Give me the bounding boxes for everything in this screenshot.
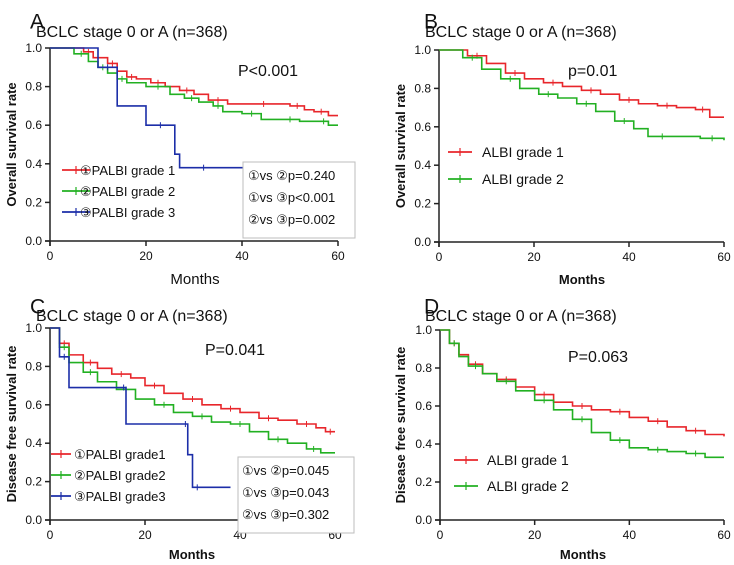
panel-letter: B — [424, 10, 438, 33]
x-tick-label: 60 — [717, 250, 731, 264]
x-tick-label: 20 — [139, 249, 153, 263]
y-tick-label: 0.8 — [25, 80, 42, 94]
comparison-label: ①vs ②p=0.240 — [248, 168, 335, 183]
x-axis-title: Months — [560, 547, 606, 562]
x-tick-label: 0 — [436, 250, 443, 264]
y-tick-label: 1.0 — [25, 321, 42, 335]
y-tick-label: 1.0 — [414, 43, 431, 57]
x-axis-title: Months — [559, 272, 605, 287]
y-tick-label: 0.8 — [414, 81, 431, 95]
y-tick-label: 1.0 — [415, 323, 432, 337]
comparison-box — [237, 456, 355, 534]
y-tick-label: 0.2 — [415, 475, 432, 489]
legend-label: ALBI grade 1 — [482, 144, 564, 160]
y-tick-label: 0.8 — [25, 359, 42, 373]
panel-letter: A — [30, 10, 44, 33]
legend-label: ①PALBI grade 1 — [80, 163, 175, 178]
survival-curve-1 — [50, 47, 338, 117]
y-tick-label: 0.4 — [25, 436, 42, 450]
survival-curve-2 — [50, 47, 338, 126]
x-tick-label: 40 — [235, 249, 249, 263]
y-tick-label: 1.0 — [25, 41, 42, 55]
panel-title: BCLC stage 0 or A (n=368) — [36, 24, 228, 41]
x-tick-label: 0 — [47, 528, 54, 542]
y-tick-label: 0.6 — [25, 118, 42, 132]
y-tick-label: 0.8 — [415, 361, 432, 375]
panel-title: BCLC stage 0 or A (n=368) — [425, 24, 617, 41]
p-value-annotation: p=0.01 — [568, 63, 617, 80]
x-axis-title: Months — [169, 547, 215, 562]
legend-label: ③PALBI grade3 — [74, 489, 166, 504]
y-tick-label: 0.6 — [25, 398, 42, 412]
survival-curve-2 — [50, 327, 335, 454]
y-axis-title: Overall survival rate — [393, 84, 408, 208]
legend-label: ②PALBI grade2 — [74, 468, 166, 483]
y-tick-label: 0.4 — [415, 437, 432, 451]
y-tick-label: 0.0 — [415, 513, 432, 527]
p-value-annotation: P<0.001 — [238, 63, 298, 80]
panel-title: BCLC stage 0 or A (n=368) — [36, 308, 228, 325]
y-tick-label: 0.2 — [25, 475, 42, 489]
y-axis-title: Disease free survival rate — [4, 346, 19, 503]
x-tick-label: 20 — [528, 528, 542, 542]
y-tick-label: 0.0 — [414, 235, 431, 249]
comparison-label: ②vs ③p=0.302 — [242, 507, 329, 522]
y-axis-title: Overall survival rate — [4, 82, 19, 206]
x-tick-label: 60 — [331, 249, 345, 263]
survival-curve-1 — [50, 327, 335, 433]
x-tick-label: 0 — [437, 528, 444, 542]
legend-label: ALBI grade 2 — [487, 478, 569, 494]
x-axis-title: Months — [170, 271, 219, 288]
y-tick-label: 0.2 — [25, 195, 42, 209]
legend-label: ALBI grade 1 — [487, 452, 569, 468]
y-tick-label: 0.0 — [25, 234, 42, 248]
y-tick-label: 0.2 — [414, 197, 431, 211]
y-tick-label: 0.4 — [25, 157, 42, 171]
comparison-label: ①vs ②p=0.045 — [242, 463, 329, 478]
comparison-label: ①vs ③p=0.043 — [242, 485, 329, 500]
survival-curve-3 — [50, 327, 231, 489]
x-tick-label: 40 — [622, 250, 636, 264]
legend-label: ③PALBI grade 3 — [80, 205, 175, 220]
x-tick-label: 20 — [527, 250, 541, 264]
panel-letter: D — [424, 295, 439, 318]
y-tick-label: 0.6 — [415, 399, 432, 413]
survival-curve-2 — [440, 329, 724, 459]
x-tick-label: 20 — [138, 528, 152, 542]
legend-label: ALBI grade 2 — [482, 171, 564, 187]
p-value-annotation: P=0.041 — [205, 342, 265, 359]
x-tick-label: 0 — [47, 249, 54, 263]
x-tick-label: 40 — [623, 528, 637, 542]
panel-letter: C — [30, 295, 45, 318]
y-axis-title: Disease free survival rate — [393, 347, 408, 504]
comparison-label: ①vs ③p<0.001 — [248, 190, 335, 205]
x-tick-label: 60 — [717, 528, 731, 542]
comparison-label: ②vs ③p=0.002 — [248, 212, 335, 227]
y-tick-label: 0.6 — [414, 120, 431, 134]
legend-label: ①PALBI grade1 — [74, 447, 166, 462]
y-tick-label: 0.4 — [414, 158, 431, 172]
p-value-annotation: P=0.063 — [568, 349, 628, 366]
comparison-box — [242, 161, 356, 239]
legend-label: ②PALBI grade 2 — [80, 184, 175, 199]
panel-title: BCLC stage 0 or A (n=368) — [425, 308, 617, 325]
y-tick-label: 0.0 — [25, 513, 42, 527]
